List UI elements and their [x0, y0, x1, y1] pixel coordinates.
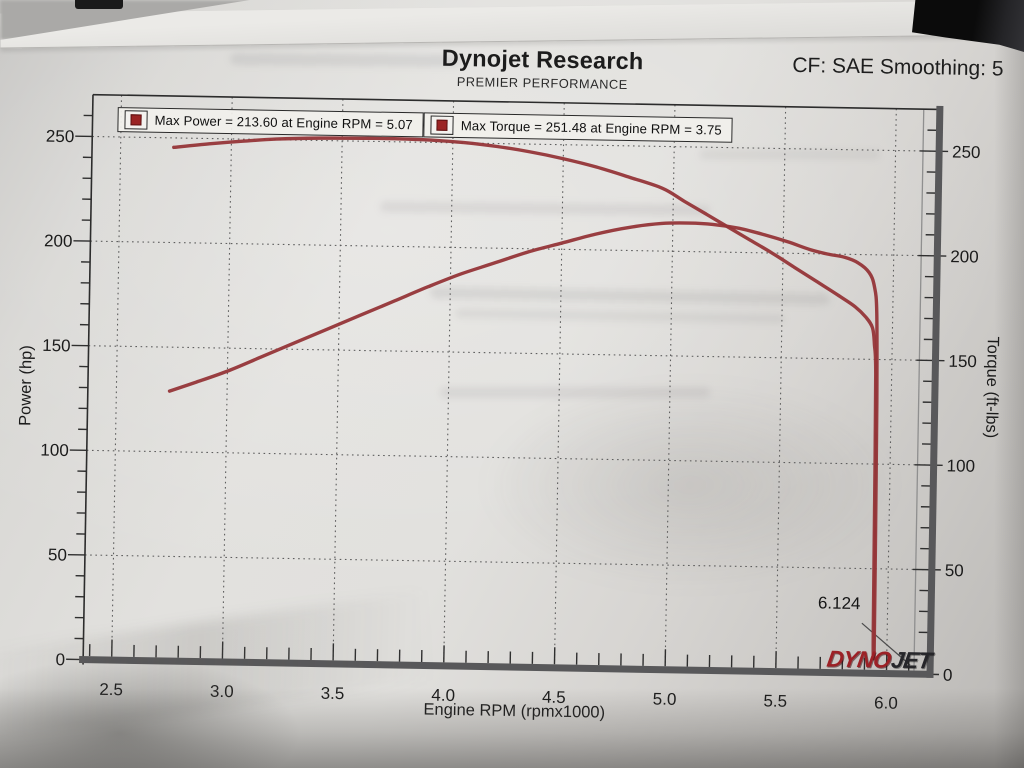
gridline-horizontal [92, 135, 936, 152]
legend-entry-max-power: Max Power = 213.60 at Engine RPM = 5.07 [117, 107, 425, 138]
plot-top-border [92, 93, 940, 111]
bleedthrough-smudge [700, 150, 880, 159]
torque-tick-label: 150 [948, 352, 977, 371]
gridline-horizontal [86, 449, 931, 466]
gridline-vertical [111, 95, 123, 657]
gridline-vertical [221, 97, 233, 659]
power-axis-title: Power (hp) [16, 345, 36, 427]
chart-title: Dynojet Research [441, 44, 644, 75]
legend-label-max-power: Max Power = 213.60 at Engine RPM = 5.07 [154, 112, 413, 133]
power-axis-spine [82, 94, 94, 665]
logo-jet-text: JET [889, 646, 934, 674]
gridline-vertical [332, 98, 344, 661]
gridline-vertical [775, 106, 787, 669]
legend-label-max-torque: Max Torque = 251.48 at Engine RPM = 3.75 [460, 118, 722, 138]
power-tick-label: 150 [42, 336, 71, 355]
power-tick-label: 250 [46, 127, 75, 146]
torque-axis-spine [926, 105, 944, 678]
torque-tick-label: 250 [952, 142, 981, 161]
dark-object-top-left [75, 0, 123, 9]
power-tick-label: 50 [48, 545, 67, 564]
power-tick-label: 100 [40, 441, 69, 460]
torque-tick-label: 0 [943, 666, 953, 685]
rpm-tick-label: 4.5 [542, 688, 566, 707]
torque-tick-label: 50 [945, 561, 964, 580]
rpm-tick-label: 3.0 [210, 682, 234, 701]
red-square-icon [436, 119, 448, 131]
gridline-horizontal [88, 345, 932, 361]
rpm-tick-label: 3.5 [321, 684, 345, 703]
torque-tick-label: 100 [946, 456, 975, 475]
torque-curve [172, 136, 878, 659]
logo-dyno-text: DYNO [825, 645, 893, 673]
legend-marker-icon [124, 110, 148, 130]
gridline-vertical [885, 108, 897, 671]
run-end-marker-line [913, 109, 925, 671]
rpm-tick-label: 2.5 [99, 680, 123, 699]
max-rpm-annotation: 6.124 [817, 593, 861, 614]
legend-marker-icon [430, 115, 454, 135]
correction-factor-label: CF: SAE Smoothing: 5 [792, 53, 1004, 81]
rpm-tick-label: 5.0 [653, 690, 677, 709]
rpm-tick-label: 5.5 [763, 691, 787, 710]
rpm-tick-label: 6.0 [874, 693, 898, 712]
gridline-horizontal [90, 240, 934, 257]
rpm-tick-label: 4.0 [431, 686, 455, 705]
gridline-vertical [553, 102, 565, 665]
power-curve [167, 221, 879, 661]
torque-axis-title: Torque (ft-lbs) [982, 336, 1002, 439]
power-tick-label: 200 [44, 231, 73, 250]
annotation-pointer-line [861, 622, 911, 666]
torque-tick-label: 200 [950, 247, 979, 266]
gridline-vertical [443, 100, 455, 663]
bleedthrough-smudge [440, 387, 710, 398]
power-tick-label: 0 [55, 650, 65, 669]
red-square-icon [130, 114, 142, 126]
rpm-axis-spine [79, 655, 934, 678]
gridline-horizontal [84, 554, 929, 571]
dynojet-logo: DYNOJET [819, 645, 933, 674]
